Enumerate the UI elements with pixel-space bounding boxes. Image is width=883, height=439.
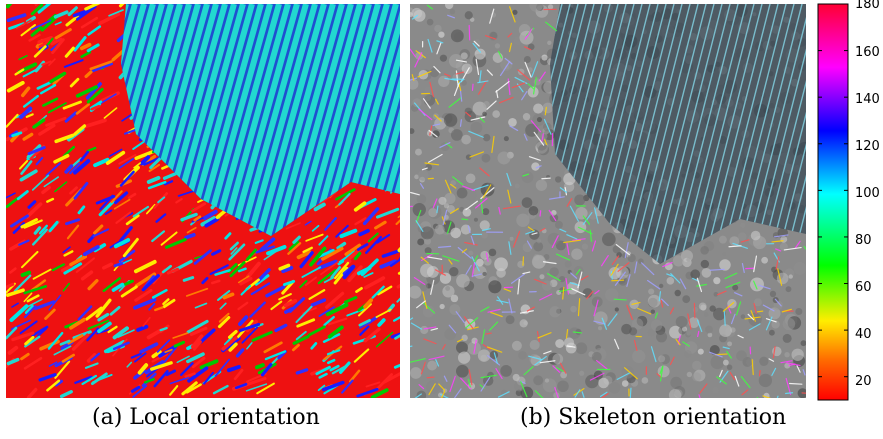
colorbar-tick-140: 140 (855, 92, 880, 107)
colorbar-ticks (818, 3, 848, 378)
ordered-stripe-region (121, 4, 400, 236)
colorbar-tick-120: 120 (855, 139, 880, 154)
skeleton-orientation-strokes (410, 4, 806, 398)
colorbar-tick-40: 40 (855, 327, 872, 342)
colorbar-tick-80: 80 (855, 233, 872, 248)
skeleton-orientation-map (410, 4, 806, 398)
colorbar-tick-180: 180 (855, 0, 880, 12)
skeleton-orientation-image (410, 4, 806, 398)
colorbar-tick-60: 60 (855, 280, 872, 295)
colorbar-tick-100: 100 (855, 186, 880, 201)
colorbar-tick-160: 160 (855, 45, 880, 60)
caption-skeleton-orientation: (b) Skeleton orientation (520, 405, 787, 430)
colorbar-gradient (817, 3, 849, 401)
local-orientation-map (6, 4, 400, 398)
local-orientation-image (6, 4, 400, 398)
colorbar-tick-20: 20 (855, 374, 872, 389)
orientation-colorbar (817, 3, 849, 401)
caption-local-orientation: (a) Local orientation (92, 405, 320, 430)
